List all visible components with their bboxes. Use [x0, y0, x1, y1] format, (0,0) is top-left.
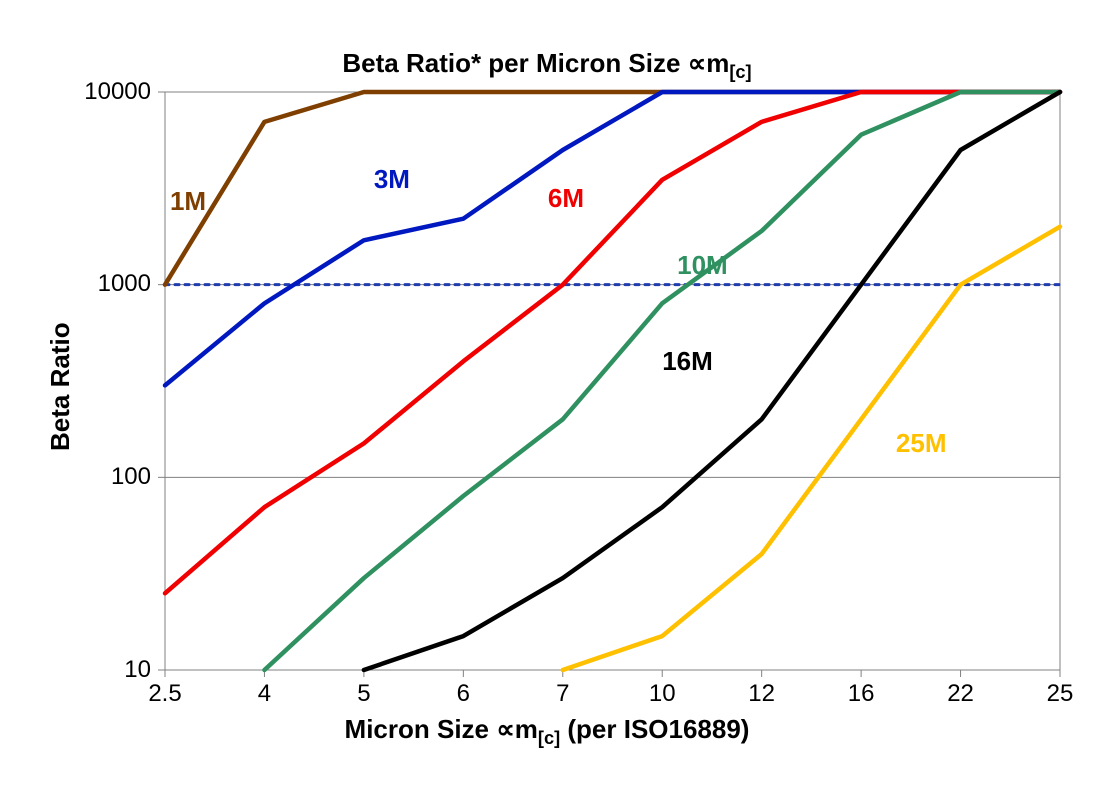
series-label-1M: 1M	[170, 186, 206, 217]
x-tick-label: 4	[258, 680, 271, 708]
x-tick-label: 16	[848, 680, 875, 708]
x-tick-label: 2.5	[148, 680, 181, 708]
x-tick-label: 25	[1047, 680, 1074, 708]
y-tick-label: 10	[124, 656, 151, 684]
series-label-16M: 16M	[662, 346, 713, 377]
y-axis-title: Beta Ratio	[45, 322, 76, 451]
chart-container: Beta Ratio* per Micron Size ∝m[c] Beta R…	[0, 0, 1094, 788]
chart-svg	[0, 0, 1094, 788]
x-tick-label: 7	[556, 680, 569, 708]
x-tick-label: 22	[947, 680, 974, 708]
chart-title: Beta Ratio* per Micron Size ∝m[c]	[0, 48, 1094, 83]
x-tick-label: 5	[357, 680, 370, 708]
x-axis-title: Micron Size ∝m[c] (per ISO16889)	[0, 714, 1094, 749]
x-tick-label: 12	[748, 680, 775, 708]
series-label-3M: 3M	[374, 164, 410, 195]
series-label-25M: 25M	[896, 428, 947, 459]
y-tick-label: 10000	[84, 78, 151, 106]
x-tick-label: 10	[649, 680, 676, 708]
y-tick-label: 100	[111, 463, 151, 491]
series-label-6M: 6M	[548, 183, 584, 214]
x-tick-label: 6	[457, 680, 470, 708]
y-tick-label: 1000	[98, 270, 151, 298]
series-label-10M: 10M	[677, 250, 728, 281]
